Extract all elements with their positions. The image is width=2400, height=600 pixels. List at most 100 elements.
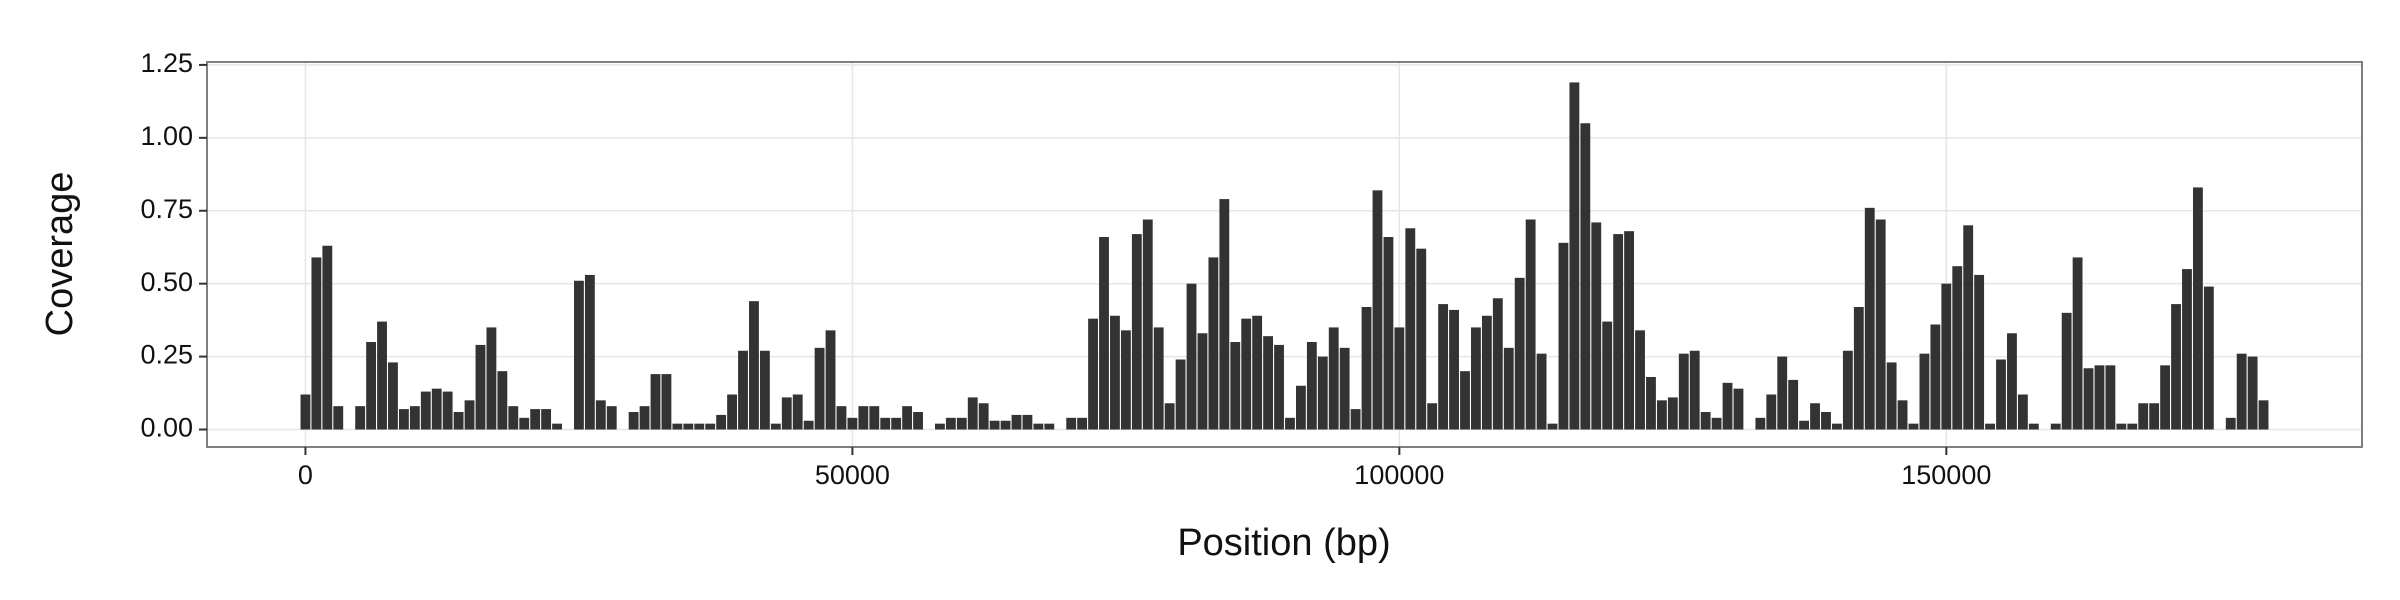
bar — [694, 423, 705, 430]
bar — [1230, 342, 1241, 430]
bar — [1416, 248, 1427, 430]
bar — [814, 347, 825, 430]
bar — [1317, 356, 1328, 430]
x-tick-label: 150000 — [1901, 460, 1991, 490]
x-tick-label: 0 — [298, 460, 313, 490]
bar — [1394, 327, 1405, 430]
bar — [705, 423, 716, 430]
bar — [409, 406, 420, 430]
bar — [1875, 219, 1886, 430]
bar — [683, 423, 694, 430]
bar — [2007, 333, 2017, 430]
bar — [1821, 412, 1831, 430]
bar — [1897, 400, 1908, 430]
bar — [945, 417, 956, 430]
bar — [1175, 359, 1186, 430]
bar — [1503, 347, 1514, 430]
y-tick-label: 0.25 — [140, 340, 193, 370]
bar — [2050, 423, 2061, 430]
bar — [1996, 359, 2006, 430]
bar — [781, 397, 792, 430]
bar — [1777, 356, 1788, 430]
bar — [934, 423, 945, 430]
bar — [716, 414, 727, 430]
bar — [1186, 283, 1197, 430]
bar — [639, 406, 650, 430]
bar — [508, 406, 519, 430]
bar — [1536, 353, 1547, 430]
bar — [464, 400, 475, 430]
bar — [1285, 417, 1295, 430]
bar — [1471, 327, 1481, 430]
bar — [1492, 298, 1503, 430]
bar — [1646, 377, 1656, 430]
bar — [1383, 237, 1394, 430]
bar — [2105, 365, 2116, 430]
bar — [442, 391, 453, 430]
bar — [2017, 394, 2028, 430]
plot-border — [206, 61, 2363, 448]
bar — [1689, 350, 1700, 430]
bar — [1481, 315, 1492, 430]
bar — [1022, 414, 1033, 430]
y-tick-label: 0.50 — [140, 267, 193, 297]
bar — [497, 371, 508, 430]
bar — [1635, 330, 1645, 430]
bar — [661, 374, 672, 430]
bar — [1602, 321, 1613, 430]
bar — [1241, 318, 1252, 430]
bar — [836, 406, 847, 430]
bar — [1306, 342, 1317, 430]
bar — [858, 406, 869, 430]
bar — [530, 409, 541, 430]
bar — [2192, 187, 2203, 430]
bar — [366, 342, 377, 430]
bar — [2083, 368, 2094, 430]
bar — [606, 406, 617, 430]
bar — [2182, 269, 2192, 430]
bar — [1164, 403, 1175, 430]
bar — [1088, 318, 1098, 430]
bar — [1711, 417, 1722, 430]
bar — [1842, 350, 1853, 430]
bar — [1799, 420, 1810, 430]
bar — [552, 423, 562, 430]
bar — [1733, 388, 1744, 430]
bar — [595, 400, 606, 430]
bar — [1295, 385, 1306, 430]
bar — [1930, 324, 1941, 430]
bar — [1274, 344, 1284, 430]
bar — [1558, 242, 1569, 430]
bar — [1099, 237, 1109, 430]
bar — [475, 344, 486, 430]
bar — [913, 412, 923, 430]
bar — [2225, 417, 2236, 430]
bar — [2258, 400, 2269, 430]
bar — [1460, 371, 1470, 430]
bar — [1033, 423, 1044, 430]
bar — [2072, 257, 2083, 430]
bar — [1952, 266, 1963, 430]
bar — [2138, 403, 2149, 430]
bar — [902, 406, 913, 430]
bar — [1011, 414, 1022, 430]
bar — [311, 257, 322, 430]
bar — [1153, 327, 1164, 430]
bar — [1580, 123, 1591, 430]
bar — [770, 423, 781, 430]
bar — [2247, 356, 2258, 430]
bar — [1985, 423, 1995, 430]
bar — [2160, 365, 2171, 430]
bar — [1208, 257, 1219, 430]
bar — [1832, 423, 1842, 430]
bar — [738, 350, 748, 430]
bar — [574, 280, 584, 430]
bar — [1219, 199, 1230, 430]
y-tick-label: 0.00 — [140, 413, 193, 443]
bar — [2149, 403, 2160, 430]
bar — [1788, 379, 1799, 430]
bar — [1886, 362, 1897, 430]
bar — [322, 245, 333, 430]
bar — [989, 420, 1000, 430]
